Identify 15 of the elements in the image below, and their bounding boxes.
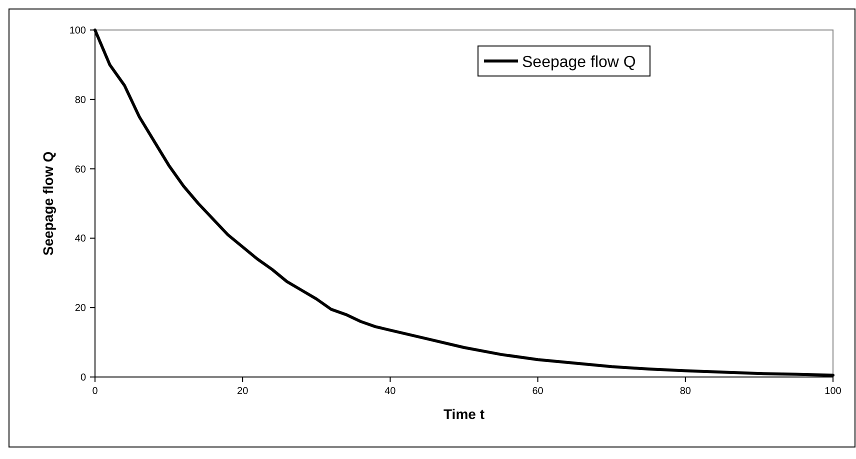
y-tick-label: 20 xyxy=(74,303,86,314)
y-tick-label: 80 xyxy=(74,94,86,106)
y-tick-label: 60 xyxy=(74,164,86,176)
x-tick-label: 60 xyxy=(532,386,544,397)
x-tick-label: 40 xyxy=(384,386,396,397)
legend-label: Seepage flow Q xyxy=(522,54,636,71)
x-tick-label: 20 xyxy=(237,386,249,397)
y-tick-label: 40 xyxy=(74,234,86,245)
x-axis-title: Time t xyxy=(444,406,485,422)
y-axis-title: Seepage flow Q xyxy=(40,151,56,256)
x-tick-label: 80 xyxy=(680,386,692,397)
x-tick-label: 100 xyxy=(824,386,842,397)
y-tick-label: 100 xyxy=(69,26,86,36)
x-tick-label: 0 xyxy=(92,386,98,397)
y-tick-label: 0 xyxy=(80,372,86,384)
